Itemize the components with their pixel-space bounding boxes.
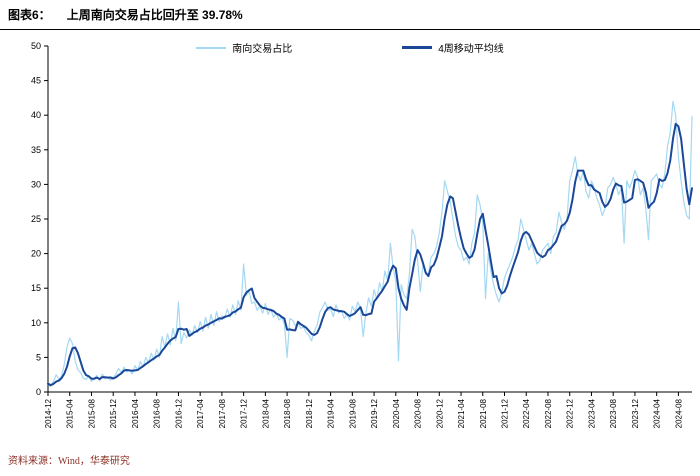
svg-text:2023-08: 2023-08 [609, 398, 618, 428]
svg-text:2015-08: 2015-08 [87, 398, 96, 428]
svg-text:50: 50 [31, 41, 41, 51]
svg-text:2020-04: 2020-04 [392, 398, 401, 428]
svg-text:2016-04: 2016-04 [131, 398, 140, 428]
svg-text:2020-12: 2020-12 [435, 398, 444, 428]
svg-text:40: 40 [31, 110, 41, 120]
figure-header: 图表6： 上周南向交易占比回升至 39.78% [8, 6, 243, 23]
source-note: 资料来源：Wind，华泰研究 [8, 456, 130, 467]
svg-text:15: 15 [31, 283, 41, 293]
svg-text:25: 25 [31, 214, 41, 224]
svg-text:2019-08: 2019-08 [348, 398, 357, 428]
svg-text:30: 30 [31, 179, 41, 189]
svg-text:2022-04: 2022-04 [522, 398, 531, 428]
svg-text:2019-04: 2019-04 [327, 398, 336, 428]
svg-text:45: 45 [31, 76, 41, 86]
svg-text:2021-12: 2021-12 [501, 398, 510, 428]
svg-text:2022-12: 2022-12 [566, 398, 575, 428]
svg-text:2020-08: 2020-08 [414, 398, 423, 428]
svg-text:2018-12: 2018-12 [305, 398, 314, 428]
line-chart-canvas: 0 5 10 15 20 25 30 35 40 45 50 2014-12 2015-04 2015-0… [31, 41, 693, 428]
svg-text:2024-04: 2024-04 [653, 398, 662, 428]
title-divider [0, 29, 700, 30]
svg-text:2022-08: 2022-08 [544, 398, 553, 428]
svg-text:5: 5 [36, 352, 41, 362]
svg-text:10: 10 [31, 318, 41, 328]
svg-text:0: 0 [36, 387, 41, 397]
svg-text:2019-12: 2019-12 [370, 398, 379, 428]
svg-text:2024-08: 2024-08 [674, 398, 683, 428]
svg-text:2015-04: 2015-04 [66, 398, 75, 428]
svg-text:2023-12: 2023-12 [631, 398, 640, 428]
svg-text:2016-12: 2016-12 [174, 398, 183, 428]
svg-text:35: 35 [31, 145, 41, 155]
svg-text:2015-12: 2015-12 [109, 398, 118, 428]
svg-text:2018-04: 2018-04 [261, 398, 270, 428]
svg-text:20: 20 [31, 249, 41, 259]
chart-area: 0 5 10 15 20 25 30 35 40 45 50 2014-12 2015-04 2015-0… [0, 34, 700, 444]
figure-number-label: 图表6： [8, 8, 51, 22]
svg-text:2023-04: 2023-04 [587, 398, 596, 428]
svg-text:2017-12: 2017-12 [240, 398, 249, 428]
svg-text:2017-08: 2017-08 [218, 398, 227, 428]
svg-text:2017-04: 2017-04 [196, 398, 205, 428]
svg-text:2016-08: 2016-08 [153, 398, 162, 428]
svg-text:2014-12: 2014-12 [44, 398, 53, 428]
svg-text:2018-08: 2018-08 [283, 398, 292, 428]
figure-title: 上周南向交易占比回升至 39.78% [66, 8, 243, 22]
svg-text:2021-04: 2021-04 [457, 398, 466, 428]
svg-text:2021-08: 2021-08 [479, 398, 488, 428]
